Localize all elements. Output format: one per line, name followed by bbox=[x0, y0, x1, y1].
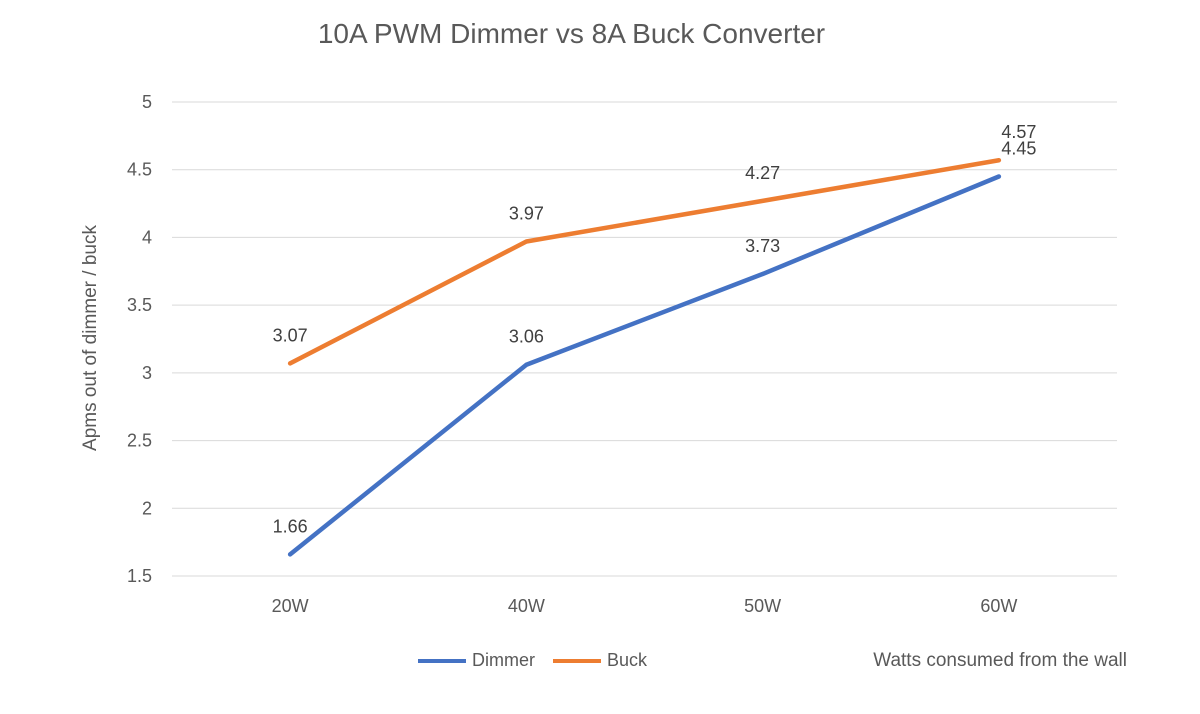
legend-label-dimmer: Dimmer bbox=[472, 650, 535, 670]
y-tick-label: 3.5 bbox=[127, 295, 152, 315]
series-lines bbox=[287, 157, 1002, 557]
y-tick-label: 5 bbox=[142, 92, 152, 112]
legend-item-dimmer: Dimmer bbox=[418, 650, 535, 671]
gridlines bbox=[172, 101, 1117, 577]
x-tick-label: 60W bbox=[980, 596, 1017, 616]
x-tick-labels: 20W 40W 50W 60W bbox=[272, 596, 1018, 616]
series-line-buck bbox=[287, 157, 1002, 366]
series-line-dimmer bbox=[287, 174, 1002, 557]
data-label-dimmer: 3.73 bbox=[745, 236, 780, 256]
legend-swatch-buck bbox=[553, 658, 601, 663]
x-tick-label: 40W bbox=[508, 596, 545, 616]
legend-item-buck: Buck bbox=[553, 650, 647, 671]
y-tick-label: 2 bbox=[142, 498, 152, 518]
y-tick-label: 4 bbox=[142, 227, 152, 247]
data-label-buck: 4.57 bbox=[1001, 122, 1036, 142]
y-tick-label: 4.5 bbox=[127, 160, 152, 180]
data-label-buck: 4.27 bbox=[745, 163, 780, 183]
chart-title: 10A PWM Dimmer vs 8A Buck Converter bbox=[317, 18, 826, 49]
data-label-buck: 3.97 bbox=[509, 203, 544, 223]
data-label-dimmer: 3.06 bbox=[509, 327, 544, 347]
data-label-buck: 3.07 bbox=[273, 325, 308, 345]
data-label-dimmer: 4.45 bbox=[1001, 138, 1036, 158]
y-axis-title: Apms out of dimmer / buck bbox=[80, 225, 101, 451]
y-tick-label: 2.5 bbox=[127, 431, 152, 451]
legend-label-buck: Buck bbox=[607, 650, 648, 670]
data-labels: 1.66 3.06 3.73 4.45 3.07 3.97 4.27 4.57 bbox=[273, 122, 1037, 536]
y-tick-labels: 1.5 2 2.5 3 3.5 4 4.5 5 bbox=[127, 92, 152, 586]
y-tick-label: 1.5 bbox=[127, 566, 152, 586]
data-label-dimmer: 1.66 bbox=[273, 516, 308, 536]
legend-swatch-dimmer bbox=[418, 658, 466, 663]
legend: Dimmer Buck bbox=[418, 650, 665, 671]
x-axis-title: Watts consumed from the wall bbox=[873, 650, 1127, 671]
y-tick-label: 3 bbox=[142, 363, 152, 383]
x-tick-label: 50W bbox=[744, 596, 781, 616]
x-tick-label: 20W bbox=[272, 596, 309, 616]
